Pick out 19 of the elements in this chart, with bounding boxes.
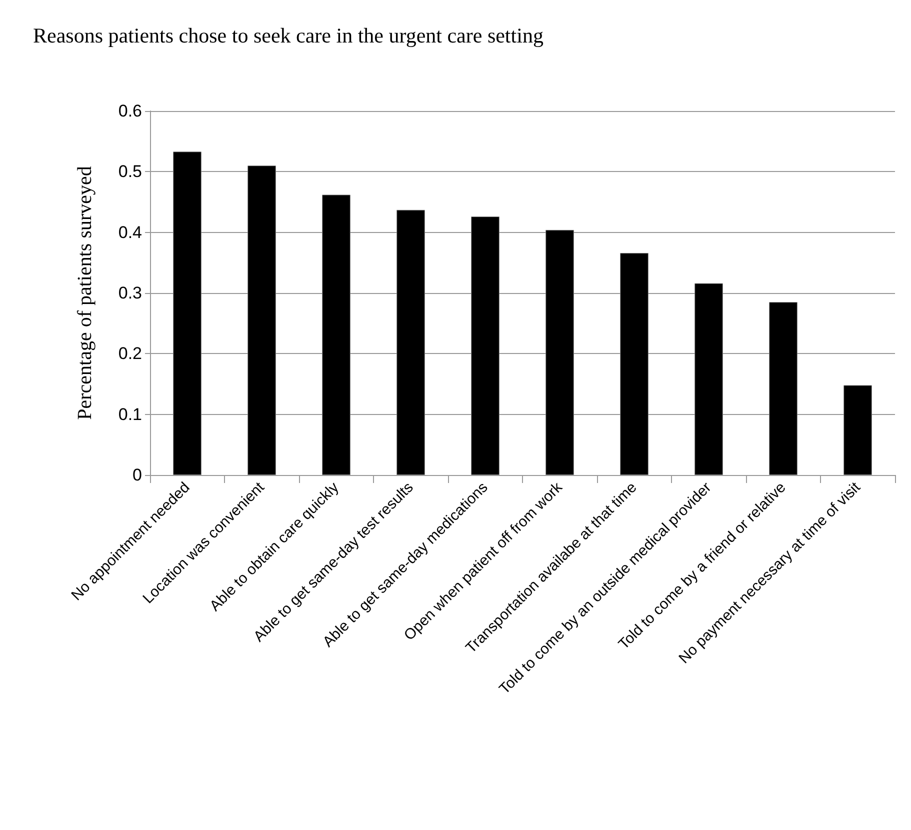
y-tick-label: 0.3 (118, 284, 142, 302)
y-axis-title: Percentage of patients surveyed (74, 166, 96, 420)
bar (546, 230, 574, 475)
bar (248, 166, 276, 475)
y-tick-label: 0.1 (118, 404, 142, 424)
bar (694, 283, 723, 475)
bar (769, 302, 798, 475)
bar (471, 216, 500, 475)
chart-title: Reasons patients chose to seek care in the urgent care setting (33, 24, 544, 48)
y-tick-label: 0.2 (118, 344, 142, 364)
y-tick-label: 0.5 (118, 162, 142, 182)
bar (173, 152, 202, 475)
y-tick-label: 0 (132, 466, 142, 484)
bar (844, 385, 872, 475)
y-tick-label: 0.4 (118, 222, 142, 242)
y-tick-label: 0.6 (118, 102, 142, 120)
bar (322, 194, 350, 475)
bar (620, 252, 648, 475)
bar (396, 210, 425, 475)
